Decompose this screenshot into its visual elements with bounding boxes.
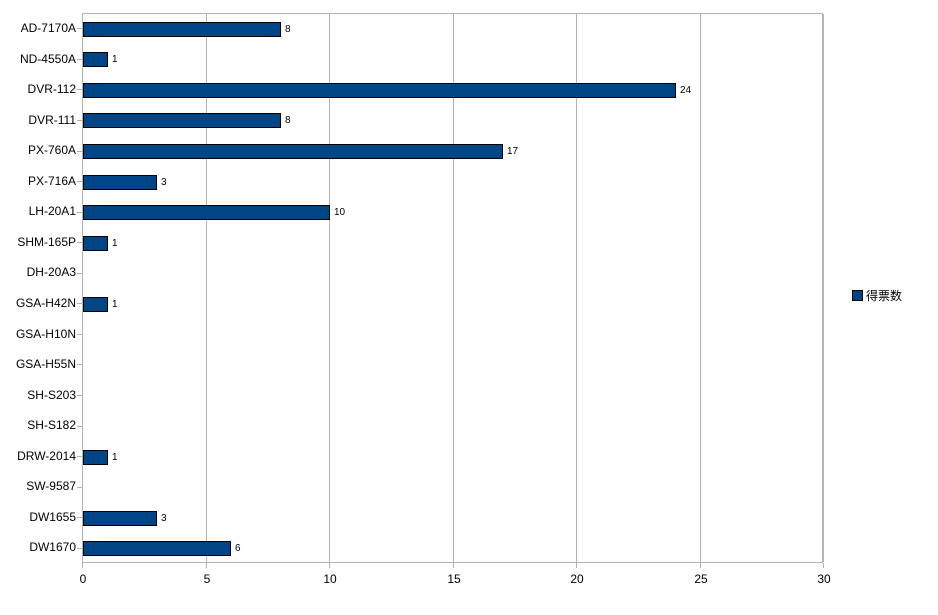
value-label: 3	[161, 512, 167, 524]
x-axis-tick	[206, 563, 207, 568]
bar	[83, 296, 108, 312]
gridline	[206, 14, 207, 562]
value-label: 8	[285, 23, 291, 35]
y-axis-tick	[77, 517, 82, 518]
legend-label: 得票数	[866, 289, 903, 303]
value-label: 1	[112, 451, 118, 463]
y-axis-tick	[77, 120, 82, 121]
category-label: DH-20A3	[26, 265, 76, 280]
bar	[83, 510, 157, 526]
y-axis-tick	[77, 364, 82, 365]
y-axis-tick	[77, 212, 82, 213]
y-axis-tick	[77, 89, 82, 90]
x-tick-label: 20	[570, 572, 584, 586]
x-axis-tick	[700, 563, 701, 568]
bar	[83, 205, 330, 221]
category-label: PX-760A	[27, 143, 76, 158]
category-label: SHM-165P	[17, 234, 76, 249]
category-label: GSA-H10N	[15, 326, 76, 341]
bar	[83, 52, 108, 68]
category-label: DVR-111	[28, 112, 76, 127]
x-tick-label: 25	[694, 572, 708, 586]
category-label: SH-S182	[27, 418, 76, 433]
y-axis-tick	[77, 395, 82, 396]
x-axis-tick	[453, 563, 454, 568]
gridline	[576, 14, 577, 562]
category-label: PX-716A	[27, 173, 76, 188]
x-axis-tick	[823, 563, 824, 568]
gridline	[700, 14, 701, 562]
category-label: DW1670	[29, 540, 76, 555]
value-label: 1	[112, 54, 118, 66]
x-tick-label: 5	[203, 572, 211, 586]
y-axis-tick	[77, 334, 82, 335]
category-label: DRW-2014	[17, 448, 76, 463]
value-label: 3	[161, 176, 167, 188]
value-label: 8	[285, 115, 291, 127]
gridline	[453, 14, 454, 562]
value-label: 24	[680, 84, 692, 96]
x-axis-tick	[329, 563, 330, 568]
legend: 得票数	[852, 287, 902, 304]
bar	[83, 82, 676, 98]
y-axis-tick	[77, 426, 82, 427]
category-label: SH-S203	[27, 387, 76, 402]
y-axis-tick	[77, 548, 82, 549]
value-label: 10	[334, 207, 346, 219]
category-label: SW-9587	[26, 479, 76, 494]
y-axis-tick	[77, 59, 82, 60]
value-label: 17	[507, 146, 519, 157]
category-label: DW1655	[29, 509, 76, 524]
category-label: ND-4550A	[19, 51, 76, 66]
y-axis-tick	[77, 181, 82, 182]
category-label: AD-7170A	[20, 21, 76, 35]
gridline	[823, 14, 824, 562]
bar	[83, 144, 503, 159]
bar	[83, 449, 108, 465]
category-label: GSA-H42N	[15, 296, 76, 310]
category-label: LH-20A1	[28, 204, 76, 219]
legend-swatch-icon	[852, 290, 863, 301]
category-label: GSA-H55N	[15, 357, 76, 372]
y-axis-tick	[77, 273, 82, 274]
value-label: 1	[112, 237, 118, 249]
x-tick-label: 0	[79, 572, 87, 586]
y-axis-tick	[77, 151, 82, 152]
y-axis-tick	[77, 303, 82, 304]
x-tick-label: 10	[323, 572, 337, 586]
y-axis-tick	[77, 242, 82, 243]
category-label: DVR-112	[27, 82, 76, 97]
bar	[83, 174, 157, 190]
value-label: 1	[112, 298, 118, 310]
gridline	[329, 14, 330, 562]
x-tick-label: 15	[447, 572, 461, 586]
bar	[83, 541, 231, 557]
bar	[83, 235, 108, 251]
y-axis-tick	[77, 487, 82, 488]
x-axis-tick	[82, 563, 83, 568]
bar	[83, 113, 281, 129]
x-axis-tick	[576, 563, 577, 568]
y-axis-tick	[77, 28, 82, 29]
y-axis-tick	[77, 456, 82, 457]
value-label: 6	[235, 543, 241, 555]
bar	[83, 21, 281, 37]
plot-area: 8 1 24 8 17 3 10 1 1 1 3 6	[82, 13, 824, 563]
x-tick-label: 30	[817, 572, 831, 586]
